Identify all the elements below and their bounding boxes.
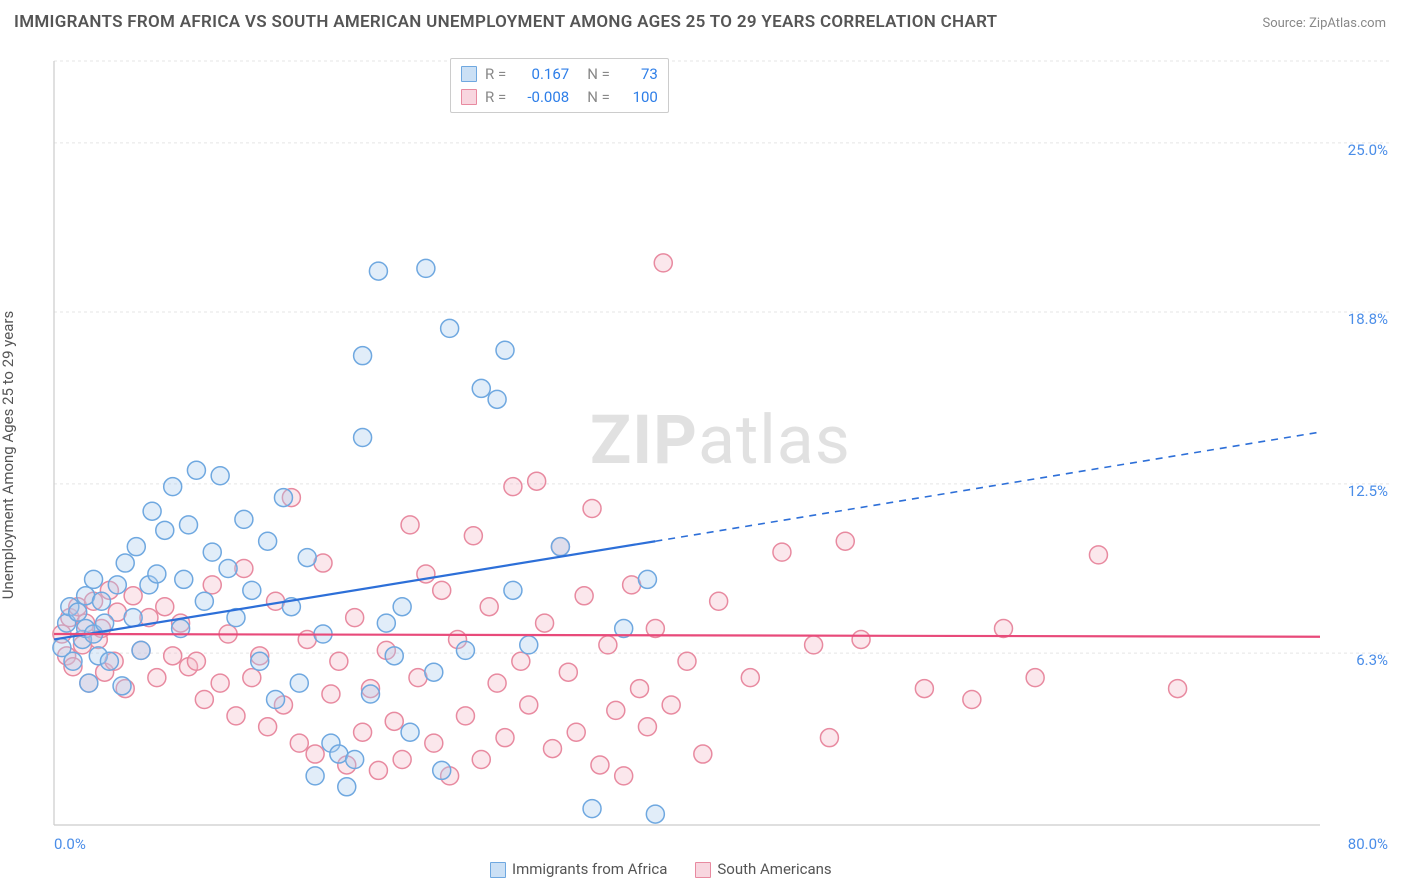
source-attribution: Source: ZipAtlas.com xyxy=(1262,16,1386,31)
stats-legend-box: R = 0.167 N = 73 R = -0.008 N = 100 xyxy=(450,58,669,113)
r-label: R = xyxy=(485,86,506,109)
r-label: R = xyxy=(485,63,506,86)
legend-swatch xyxy=(461,89,477,105)
y-tick-label: 18.8% xyxy=(1348,310,1388,328)
legend-label: South Americans xyxy=(717,860,831,878)
legend-swatch xyxy=(695,862,711,878)
legend-item: Immigrants from Africa xyxy=(490,860,667,878)
n-label: N = xyxy=(587,63,610,86)
y-tick-label: 25.0% xyxy=(1348,141,1388,159)
chart-title: IMMIGRANTS FROM AFRICA VS SOUTH AMERICAN… xyxy=(14,12,997,32)
legend-item: South Americans xyxy=(695,860,831,878)
n-value: 73 xyxy=(618,63,658,86)
y-tick-label: 6.3% xyxy=(1356,651,1388,669)
y-axis-label: Unemployment Among Ages 25 to 29 years xyxy=(0,311,17,599)
correlation-chart: IMMIGRANTS FROM AFRICA VS SOUTH AMERICAN… xyxy=(0,0,1406,892)
stats-line: R = 0.167 N = 73 xyxy=(461,63,658,86)
r-value: -0.008 xyxy=(514,86,569,109)
y-tick-label: 12.5% xyxy=(1348,482,1388,500)
legend-label: Immigrants from Africa xyxy=(512,860,667,878)
bottom-legend: Immigrants from Africa South Americans xyxy=(490,860,832,878)
plot-area xyxy=(50,55,1390,855)
stats-line: R = -0.008 N = 100 xyxy=(461,86,658,109)
legend-swatch xyxy=(461,66,477,82)
x-tick-label: 80.0% xyxy=(1348,835,1388,853)
n-label: N = xyxy=(587,86,610,109)
r-value: 0.167 xyxy=(514,63,569,86)
x-tick-label: 0.0% xyxy=(54,835,86,853)
legend-swatch xyxy=(490,862,506,878)
n-value: 100 xyxy=(618,86,658,109)
